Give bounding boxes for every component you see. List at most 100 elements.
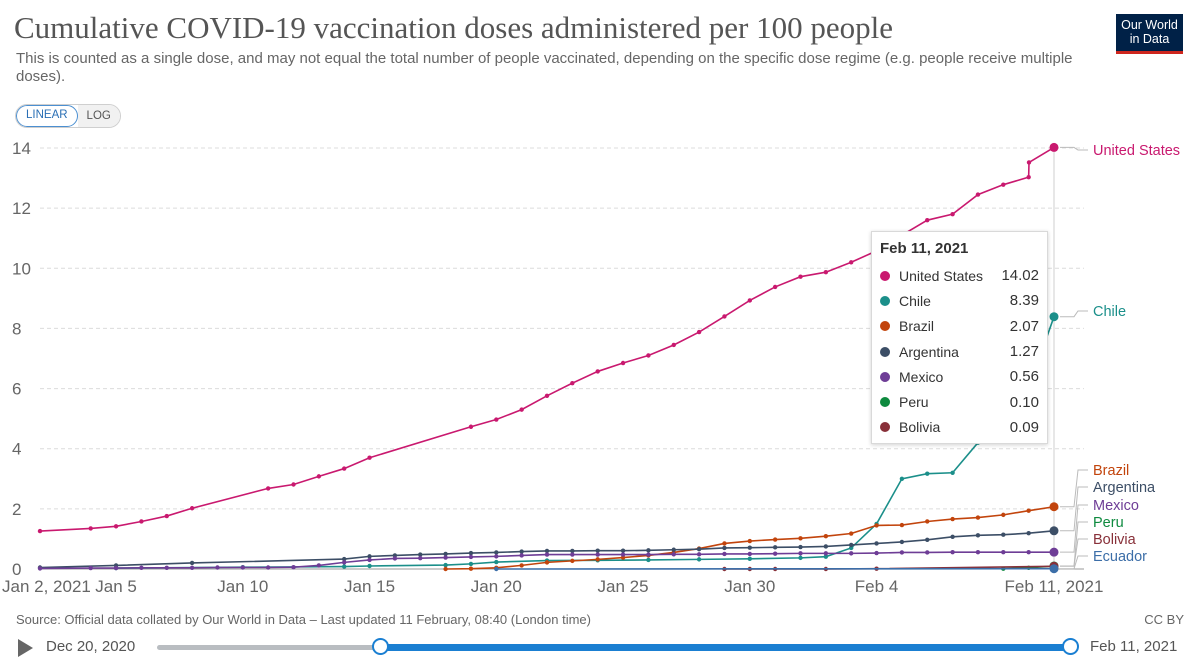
data-point [570,552,575,557]
y-axis: 0 2 4 6 8 10 12 14 [12,139,31,579]
series-color-dot [880,346,890,357]
tooltip-series-value: 1.27 [1009,343,1039,361]
label-leader-line [1060,555,1088,570]
series-end-label[interactable]: Mexico [1093,498,1139,514]
data-point [468,566,474,571]
data-point [519,553,524,558]
linear-scale-button[interactable]: LINEAR [16,105,78,127]
data-point [722,551,727,557]
x-tick-label: Jan 30 [724,577,775,596]
series-end-label[interactable]: United States [1093,143,1180,159]
data-point [544,552,550,557]
log-scale-button[interactable]: LOG [77,105,120,127]
data-point [494,566,499,572]
series-end-label[interactable]: Peru [1093,515,1124,531]
tooltip-row: Bolivia 0.09 [880,415,1039,440]
data-point [367,554,372,559]
data-point [189,565,195,570]
timeline-end-handle[interactable] [1062,638,1079,655]
data-point [316,563,322,568]
data-point [443,562,448,568]
series-color-dot [880,422,890,433]
data-point [620,548,626,553]
tooltip-row: United States 14.02 [880,263,1039,288]
chart-series [37,142,1059,574]
series-end-label[interactable]: Chile [1093,304,1126,320]
data-point [950,549,955,555]
label-leader-line [1060,504,1088,553]
data-point [950,211,955,217]
data-point [899,522,905,528]
series-end-label[interactable]: Bolivia [1093,532,1137,548]
tooltip-series-name: Brazil [899,318,935,335]
license-link[interactable]: CC BY [1144,612,1184,627]
logo-line-1: Our World [1121,18,1178,32]
data-point [620,360,626,366]
series-color-dot [880,397,890,408]
tooltip-series-name: Bolivia [899,419,941,436]
data-point [925,550,930,555]
data-point [1026,549,1031,555]
series-color-dot [880,321,890,332]
x-tick-label: Jan 25 [598,577,649,596]
series-end-label[interactable]: Brazil [1093,463,1129,479]
data-point [874,550,879,556]
y-tick-label: 12 [12,199,31,218]
chart-subtitle: This is counted as a single dose, and ma… [16,50,1073,85]
tooltip-series-name: United States [899,267,984,284]
data-point [823,544,829,549]
data-point [874,523,879,528]
data-point [849,542,854,548]
data-point [646,548,651,553]
data-point [443,555,448,560]
data-point [1049,526,1059,536]
data-point [899,550,905,555]
y-tick-label: 6 [12,380,21,399]
series-color-dot [880,270,890,281]
data-point [418,552,423,557]
timeline-start-handle[interactable] [372,638,389,655]
label-leader-line [1060,538,1088,567]
data-point [468,561,474,567]
tooltip-series-name: Mexico [899,368,944,385]
data-point [570,548,575,554]
data-point [88,526,93,531]
series-line-united-states[interactable] [39,146,1055,532]
data-point [544,548,550,554]
owid-logo[interactable]: Our World in Data [1116,14,1183,54]
data-point [519,563,524,568]
data-point [975,515,981,520]
tooltip-series-name: Argentina [899,343,959,360]
timeline-selected-range[interactable] [380,644,1071,651]
timeline-end-label: Feb 11, 2021 [1090,638,1178,655]
tooltip-row: Argentina 1.27 [880,339,1039,364]
logo-line-2: in Data [1129,32,1170,46]
data-point [925,217,930,223]
data-point [37,528,43,534]
series-line-argentina[interactable] [39,530,1055,569]
series-end-label[interactable]: Argentina [1093,480,1156,496]
data-point [798,551,803,556]
data-point [1001,182,1006,187]
data-point [620,552,626,557]
chart-title: Cumulative COVID-19 vaccination doses ad… [14,10,893,45]
x-tick-label: Jan 5 [95,577,137,596]
data-point [544,560,550,565]
data-point [798,536,803,541]
data-point [874,541,879,546]
series-line-mexico[interactable] [39,551,1054,570]
data-point [747,545,752,550]
tooltip-series-value: 0.56 [1009,368,1039,386]
series-color-dot [880,371,890,382]
data-point [494,559,499,565]
data-point [671,547,676,552]
data-point [342,556,347,562]
data-point [519,407,524,412]
data-point [113,565,119,571]
series-end-label[interactable]: Ecuador [1093,549,1147,565]
tooltip-series-value: 14.02 [1001,267,1039,285]
data-point [1026,531,1031,536]
play-icon[interactable] [18,639,33,657]
data-point [849,551,854,556]
